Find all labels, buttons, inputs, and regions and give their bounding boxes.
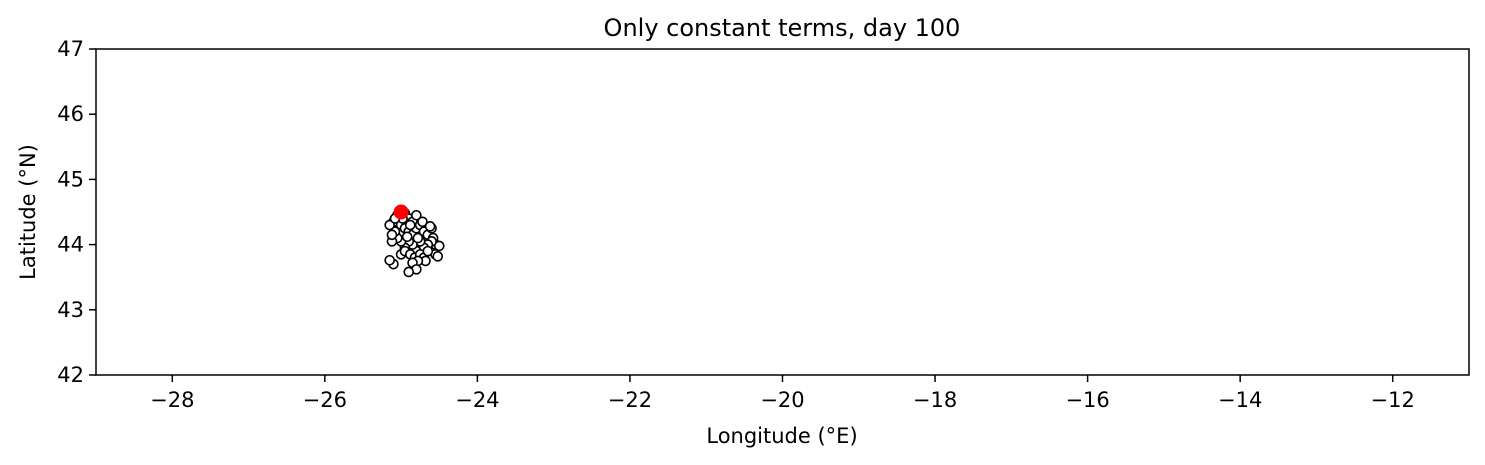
- x-axis-ticks: −28 −26 −24 −22 −20 −18 −16 −14 −12: [150, 375, 1415, 412]
- plot-frame: [95, 48, 1470, 376]
- x-tick-label: −14: [1218, 388, 1262, 412]
- x-tick-label: −28: [150, 388, 194, 412]
- x-axis-label: Longitude (°E): [706, 424, 857, 448]
- y-tick-label: 43: [57, 298, 84, 322]
- particle-marker: [401, 231, 413, 243]
- y-tick-label: 46: [57, 102, 84, 126]
- x-tick-label: −12: [1371, 388, 1415, 412]
- x-tick-label: −16: [1065, 388, 1109, 412]
- particle-marker: [404, 219, 416, 231]
- x-tick-label: −24: [455, 388, 499, 412]
- chart-title: Only constant terms, day 100: [604, 14, 961, 42]
- x-tick-label: −22: [608, 388, 652, 412]
- particle-marker: [424, 221, 436, 232]
- particle-marker: [384, 254, 395, 266]
- y-axis-label: Latitude (°N): [16, 144, 40, 280]
- y-tick-label: 44: [57, 233, 84, 257]
- y-tick-label: 45: [57, 167, 84, 191]
- release-point-marker: [393, 204, 409, 220]
- y-tick-label: 47: [57, 37, 84, 61]
- particle-marker: [403, 266, 415, 278]
- x-tick-label: −18: [913, 388, 957, 412]
- particle-marker: [417, 216, 428, 228]
- particle-marker: [386, 229, 398, 241]
- particle-marker: [412, 232, 424, 244]
- x-tick-label: −26: [303, 388, 347, 412]
- y-axis-ticks: 42 43 44 45 46 47: [57, 37, 96, 387]
- particle-marker: [411, 209, 422, 221]
- particle-marker: [422, 245, 434, 257]
- x-tick-label: −20: [760, 388, 804, 412]
- y-tick-label: 42: [57, 363, 84, 387]
- plot-area: [384, 204, 445, 278]
- particle-marker: [432, 251, 444, 262]
- particle-marker: [433, 240, 445, 252]
